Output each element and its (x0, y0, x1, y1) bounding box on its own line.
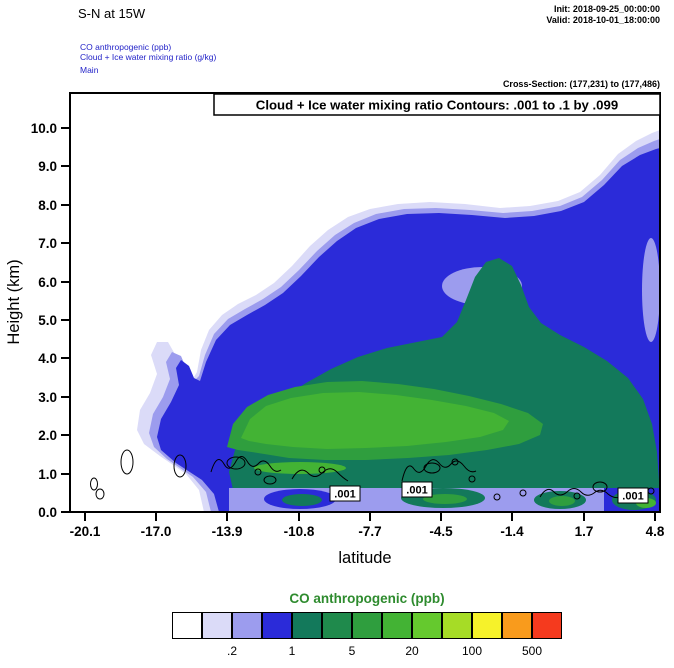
contour-label: .001 (406, 485, 427, 497)
layer-fill-name: CO anthropogenic (ppb) (80, 42, 172, 52)
y-tick-label: 9.0 (38, 159, 57, 174)
co-low-pocket (642, 238, 660, 342)
cloud-contour (592, 481, 608, 493)
cloud-contour (263, 475, 277, 485)
x-tick-label: 1.7 (575, 524, 594, 539)
colorbar-swatch (352, 612, 382, 639)
y-axis-title: Height (km) (5, 259, 23, 344)
y-tick-label: 4.0 (38, 351, 57, 366)
x-tick-label: 4.8 (646, 524, 665, 539)
contour-label-box (617, 487, 649, 504)
cloud-contour (539, 488, 621, 499)
contour-label-box (329, 485, 361, 502)
cloud-contour (120, 449, 134, 475)
colorbar-boxes (172, 612, 562, 639)
contour-info-banner-box (213, 93, 661, 116)
y-tick-label: 1.0 (38, 467, 57, 482)
valid-time: Valid: 2018-10-01_18:00:00 (546, 15, 660, 25)
cloud-contour (519, 489, 527, 497)
cloud-contour (95, 488, 105, 500)
contour-label-box (401, 481, 433, 498)
cloud-contour (468, 475, 476, 483)
colorbar-swatch (412, 612, 442, 639)
subcloud-patch (549, 496, 575, 506)
layer-domain-name: Main (80, 65, 99, 75)
y-tick-label: 5.0 (38, 313, 57, 328)
cloud-contour (226, 456, 246, 470)
cloud-ice-contour-lines (90, 449, 655, 501)
x-tick-label: -4.5 (429, 524, 453, 539)
y-tick-label: 3.0 (38, 390, 57, 405)
cloud-contour (318, 466, 326, 474)
contour-label: .001 (334, 489, 355, 501)
cloud-contour (451, 458, 459, 466)
x-tick-label: -1.4 (500, 524, 524, 539)
x-tick-label: -17.0 (141, 524, 172, 539)
y-tick-label: 7.0 (38, 236, 57, 251)
layer-list: CO anthropogenic (ppb) Cloud + Ice water… (80, 42, 216, 75)
x-tick-label: -7.7 (358, 524, 381, 539)
colorbar-swatch (292, 612, 322, 639)
colorbar-swatch (232, 612, 262, 639)
co-filled-contours (137, 130, 660, 512)
x-axis-title: latitude (338, 549, 391, 567)
co-fill-level-20 (241, 392, 509, 449)
colorbar-swatch (322, 612, 352, 639)
y-tick-label: 0.0 (38, 505, 57, 520)
colorbar-swatch (262, 612, 292, 639)
x-tick-label: -13.9 (212, 524, 243, 539)
colorbar-swatch (532, 612, 562, 639)
model-times: Init: 2018-09-25_00:00:00 Valid: 2018-10… (546, 4, 660, 26)
x-axis: -20.1 -17.0 -13.9 -10.8 -7.7 -4.5 -1.4 1… (70, 512, 665, 539)
cross-section-plot: Cloud + Ice water mixing ratio Contours:… (5, 92, 665, 567)
cloud-contour (210, 456, 282, 473)
y-tick-label: 6.0 (38, 275, 57, 290)
cross-section-label: Cross-Section: (177,231) to (177,486) (502, 79, 660, 89)
y-axis: 0.0 1.0 2.0 3.0 4.0 5.0 6.0 7.0 8.0 9.0 … (31, 121, 70, 520)
colorbar-tick-label: 5 (348, 644, 356, 658)
colorbar-swatch (202, 612, 232, 639)
page-title: S-N at 15W (78, 6, 146, 21)
plot-frame (69, 92, 661, 513)
colorbar-tick-label: 100 (461, 644, 483, 658)
colorbar-title: CO anthropogenic (ppb) (289, 591, 445, 606)
colorbar-tick-label: .2 (226, 644, 238, 658)
colorbar-swatch (172, 612, 202, 639)
colorbar-swatch (382, 612, 412, 639)
colorbar-tick-label: 1 (288, 644, 296, 658)
colorbar-swatch (442, 612, 472, 639)
cloud-contour (173, 454, 187, 478)
cloud-contour (493, 493, 501, 501)
subcloud-patch (423, 494, 467, 504)
colorbar-swatch (472, 612, 502, 639)
cloud-contour (90, 477, 98, 491)
cloud-contour (254, 468, 262, 476)
init-time: Init: 2018-09-25_00:00:00 (553, 4, 660, 14)
contour-info-banner: Cloud + Ice water mixing ratio Contours:… (256, 98, 618, 113)
cloud-contour (401, 459, 477, 482)
contour-label: .001 (622, 491, 643, 503)
cloud-contour (423, 462, 441, 474)
y-tick-label: 2.0 (38, 428, 57, 443)
colorbar-swatch (502, 612, 532, 639)
cloud-contour (573, 492, 581, 500)
x-tick-label: -10.8 (284, 524, 315, 539)
y-tick-label: 10.0 (31, 121, 57, 136)
layer-contour-name: Cloud + Ice water mixing ratio (g/kg) (80, 52, 217, 62)
colorbar-tick-label: 500 (521, 644, 543, 658)
y-tick-label: 8.0 (38, 198, 57, 213)
contour-value-labels: .001 .001 .001 (329, 481, 649, 504)
x-tick-label: -20.1 (70, 524, 101, 539)
subcloud-patch (282, 494, 322, 506)
colorbar-tick-label: 20 (405, 644, 419, 658)
